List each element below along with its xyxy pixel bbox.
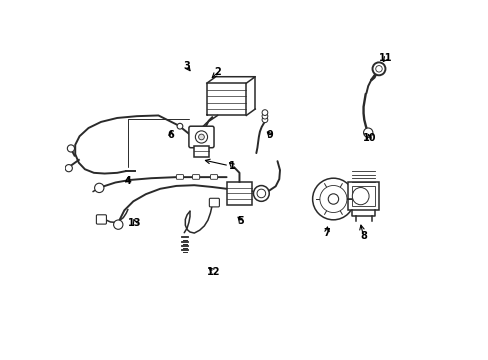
Circle shape <box>262 110 267 116</box>
Text: 2: 2 <box>214 67 221 77</box>
Circle shape <box>262 113 267 119</box>
Bar <box>226 182 252 205</box>
FancyBboxPatch shape <box>188 126 214 148</box>
Circle shape <box>94 183 104 193</box>
Text: 9: 9 <box>266 130 273 140</box>
FancyBboxPatch shape <box>210 175 217 179</box>
Circle shape <box>319 185 346 212</box>
Text: 3: 3 <box>183 61 189 71</box>
FancyBboxPatch shape <box>96 215 106 224</box>
Circle shape <box>113 220 122 229</box>
Circle shape <box>327 194 338 204</box>
FancyBboxPatch shape <box>176 175 183 179</box>
Circle shape <box>312 178 353 220</box>
Text: 4: 4 <box>124 176 131 186</box>
Text: 1: 1 <box>229 161 236 171</box>
Circle shape <box>257 189 265 198</box>
Bar <box>351 186 375 206</box>
Circle shape <box>198 134 204 140</box>
Circle shape <box>67 145 74 152</box>
Text: 7: 7 <box>323 228 330 238</box>
Circle shape <box>65 165 72 172</box>
Text: 8: 8 <box>359 231 366 241</box>
Ellipse shape <box>351 188 368 205</box>
Circle shape <box>372 62 385 75</box>
Text: 6: 6 <box>167 130 174 140</box>
Bar <box>348 182 378 211</box>
Text: 5: 5 <box>237 216 244 225</box>
Bar <box>193 146 209 157</box>
Text: 10: 10 <box>362 133 375 143</box>
Circle shape <box>375 66 382 72</box>
Text: 11: 11 <box>379 53 392 63</box>
Circle shape <box>262 117 267 123</box>
FancyBboxPatch shape <box>192 175 199 179</box>
Text: 13: 13 <box>128 218 142 228</box>
Circle shape <box>253 185 269 201</box>
Circle shape <box>177 123 183 129</box>
Circle shape <box>363 128 372 137</box>
Circle shape <box>195 131 207 143</box>
Text: 12: 12 <box>207 267 220 277</box>
FancyBboxPatch shape <box>209 198 219 207</box>
